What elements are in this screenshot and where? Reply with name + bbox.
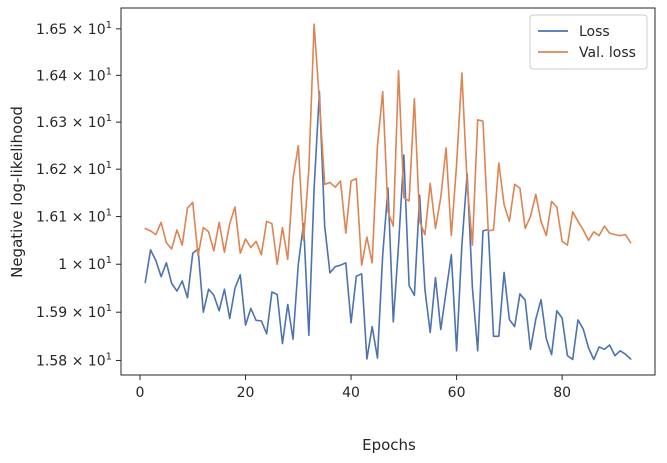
x-axis-ticks: 0 20 40 60 80 (136, 375, 571, 401)
y-tick-label: 1.62 × 101 (36, 160, 112, 178)
x-tick-label: 40 (342, 385, 360, 401)
x-tick-label: 0 (136, 385, 145, 401)
legend-box (529, 14, 648, 70)
y-tick-label: 1 × 101 (58, 255, 112, 273)
legend: Loss Val. loss (529, 14, 648, 70)
y-tick-label: 1.61 × 101 (36, 208, 112, 226)
y-tick-label: 1.65 × 101 (36, 20, 112, 38)
y-axis-label: Negative log-likelihood (8, 106, 26, 278)
x-tick-label: 80 (553, 385, 571, 401)
x-tick-label: 20 (237, 385, 255, 401)
series-line-0 (144, 90, 632, 361)
y-tick-label: 1.64 × 101 (36, 66, 112, 84)
x-axis-label: Epochs (362, 436, 416, 454)
y-axis-ticks: 1.58 × 101 1.59 × 101 1 × 101 1.61 × 101 1.6… (36, 20, 121, 369)
x-tick-label: 60 (448, 385, 466, 401)
series-layer (144, 23, 632, 361)
y-tick-label: 1.59 × 101 (36, 303, 112, 321)
y-tick-label: 1.58 × 101 (36, 351, 112, 369)
plot-frame (120, 7, 656, 376)
legend-label-0: Loss (579, 24, 610, 40)
series-line-1 (144, 23, 632, 266)
legend-label-1: Val. loss (579, 45, 636, 61)
y-tick-label: 1.63 × 101 (36, 113, 112, 131)
